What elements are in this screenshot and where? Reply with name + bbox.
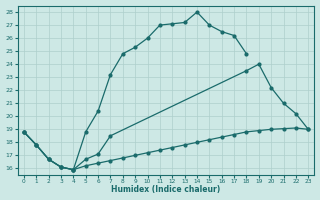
X-axis label: Humidex (Indice chaleur): Humidex (Indice chaleur) [111,185,221,194]
